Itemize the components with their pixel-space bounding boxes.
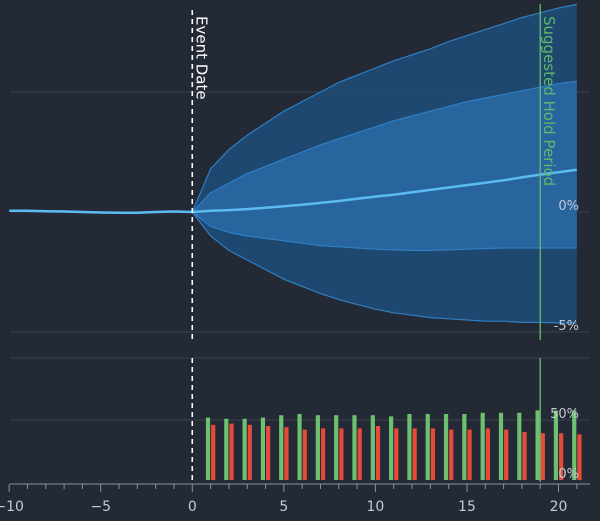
win-bar: [443, 414, 449, 480]
loss-bar: [266, 426, 271, 480]
win-bar: [462, 414, 467, 480]
loss-bar: [284, 427, 289, 480]
loss-bar: [302, 429, 307, 480]
band-edge-outer-upper: [191, 3, 577, 213]
win-bar: [224, 418, 229, 480]
loss-bar: [485, 428, 490, 480]
y-tick-label: 0%: [558, 199, 579, 214]
loss-bar: [375, 426, 381, 480]
band-edge-outer-lower: [191, 211, 577, 324]
x-tick-label: 20: [550, 499, 568, 515]
win-bar: [572, 410, 577, 480]
inner-confidence-band: [192, 81, 577, 251]
y-tick-label: 50%: [550, 407, 579, 422]
loss-bar: [247, 424, 252, 480]
x-tick-label: 10: [366, 499, 384, 515]
y-tick-label: 0%: [558, 467, 579, 482]
loss-bar: [577, 434, 582, 480]
win-bar: [498, 412, 504, 480]
band-edge-inner-upper: [191, 80, 577, 213]
loss-bar: [320, 428, 326, 480]
win-bar: [553, 410, 559, 480]
x-tick-label: −5: [90, 499, 111, 515]
win-bar: [279, 415, 284, 480]
win-bar: [242, 418, 247, 480]
median-line: [9, 168, 577, 214]
y-tick-label: -5%: [554, 319, 579, 334]
bar-layer: [205, 410, 582, 480]
loss-bar: [540, 433, 545, 480]
win-bar: [260, 417, 266, 480]
axis-layer: 0% -5% 50% 0% −10 −5 0 5 10 15 20: [0, 199, 590, 515]
win-bar: [517, 412, 522, 480]
loss-bar: [522, 432, 527, 480]
loss-bar: [449, 429, 454, 480]
win-bar: [535, 410, 540, 480]
band-layer: [192, 4, 577, 323]
loss-bar: [394, 428, 399, 480]
hold-period-label: Suggested Hold Period: [540, 16, 558, 186]
x-tick-label: −10: [0, 499, 24, 515]
win-bar: [389, 416, 394, 480]
loss-bar: [467, 429, 472, 480]
win-bar: [352, 415, 357, 480]
loss-bar: [430, 428, 436, 480]
x-tick-label: 5: [279, 499, 288, 515]
x-tick-label: 0: [188, 499, 197, 515]
loss-bar: [339, 428, 344, 480]
win-bar: [334, 415, 339, 480]
loss-bar: [504, 429, 509, 480]
win-bar: [425, 414, 430, 480]
x-tick-label: 15: [458, 499, 476, 515]
win-bar: [205, 417, 211, 480]
loss-bar: [229, 423, 234, 480]
win-bar: [297, 414, 302, 480]
win-bar: [315, 415, 320, 480]
line-layer: [9, 3, 577, 324]
loss-bar: [559, 433, 564, 480]
loss-bar: [357, 428, 362, 480]
event-date-label: Event Date: [192, 16, 210, 100]
win-bar: [407, 414, 412, 480]
win-bar: [480, 412, 485, 480]
marker-layer: [191, 4, 541, 482]
loss-bar: [412, 428, 417, 480]
loss-bar: [211, 424, 216, 480]
band-edge-inner-lower: [191, 211, 577, 251]
win-bar: [370, 415, 375, 480]
